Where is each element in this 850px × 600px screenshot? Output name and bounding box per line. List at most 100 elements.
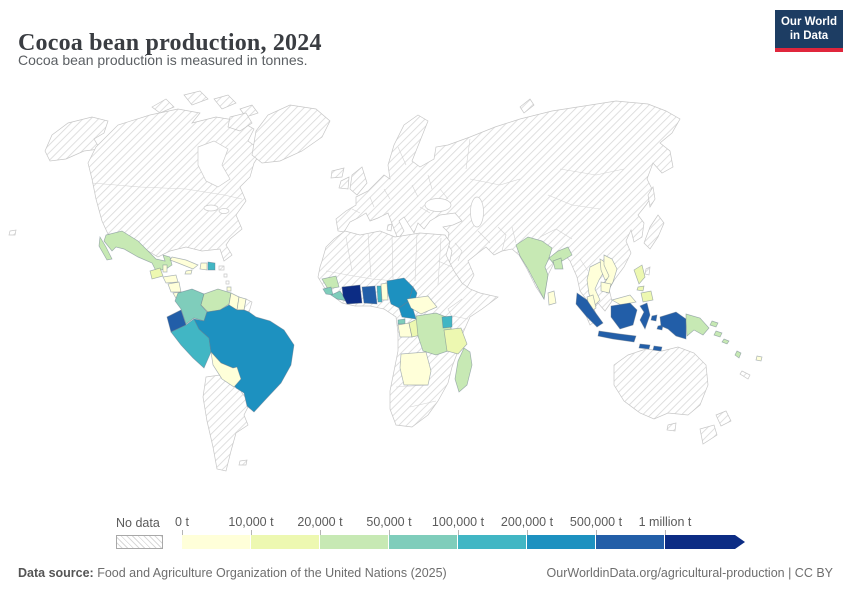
country-philippines-visayas[interactable] — [636, 285, 645, 292]
black-sea — [424, 198, 452, 212]
great-lakes — [203, 204, 219, 212]
region-arctic-island[interactable] — [213, 94, 237, 110]
region-arctic-island[interactable] — [183, 90, 209, 106]
country-mexico-baja[interactable] — [98, 235, 113, 261]
region-taiwan[interactable] — [644, 266, 651, 276]
region-arctic-island[interactable] — [151, 98, 175, 114]
country-angola[interactable] — [399, 351, 432, 386]
country-bangladesh[interactable] — [552, 257, 564, 270]
country-indonesia-kalimantan[interactable] — [610, 302, 638, 330]
country-borders — [91, 138, 625, 408]
country-madagascar[interactable] — [454, 347, 473, 393]
country-indonesia-lesser-sunda[interactable] — [638, 343, 651, 350]
license-link[interactable]: OurWorldinData.org/agricultural-producti… — [546, 566, 833, 580]
country-bolivia[interactable] — [210, 350, 242, 388]
country-dominican-republic[interactable] — [207, 261, 216, 271]
owid-logo[interactable]: Our World in Data — [775, 10, 843, 52]
country-guinea[interactable] — [321, 275, 340, 290]
country-indonesia-moluccas[interactable] — [650, 314, 658, 322]
region-baffin-island[interactable] — [227, 112, 253, 132]
region-ireland[interactable] — [338, 176, 350, 190]
legend-bin-7[interactable] — [665, 535, 745, 549]
legend-bin-5[interactable] — [527, 535, 596, 549]
page-subtitle: Cocoa bean production is measured in ton… — [18, 52, 308, 68]
region-new-zealand-north[interactable] — [715, 410, 732, 427]
country-suriname[interactable] — [236, 296, 247, 311]
region-alaska[interactable] — [44, 116, 109, 162]
region-lesser-antilles[interactable] — [225, 280, 230, 285]
country-india[interactable] — [515, 236, 553, 301]
legend-bin-4[interactable] — [458, 535, 527, 549]
country-sierra-leone[interactable] — [322, 286, 334, 296]
owid-logo-line1: Our World — [780, 16, 837, 28]
legend-bin-3[interactable] — [389, 535, 458, 549]
legend-no-data-label: No data — [116, 516, 160, 530]
data-source-label: Data source: — [18, 566, 94, 580]
country-togo[interactable] — [376, 285, 383, 303]
country-png-islands[interactable] — [709, 320, 719, 328]
legend-no-data-swatch[interactable] — [116, 535, 163, 549]
country-papua-new-guinea[interactable] — [685, 313, 710, 337]
region-new-caledonia[interactable] — [739, 370, 751, 380]
country-jamaica[interactable] — [184, 269, 193, 275]
country-cote-divoire[interactable] — [341, 284, 363, 305]
region-lesser-antilles[interactable] — [223, 273, 228, 278]
legend-tick-label: 100,000 t — [431, 515, 485, 529]
region-falkland-islands[interactable] — [238, 459, 248, 466]
country-benin[interactable] — [380, 282, 389, 301]
country-vanuatu[interactable] — [734, 350, 742, 359]
country-indonesia-sulawesi[interactable] — [639, 302, 651, 330]
world-map — [0, 84, 850, 512]
country-ghana[interactable] — [361, 285, 378, 305]
country-central-african-republic[interactable] — [406, 295, 438, 315]
country-haiti[interactable] — [199, 262, 208, 271]
legend-tick-label: 1 million t — [638, 515, 692, 529]
region-australia[interactable] — [613, 346, 709, 420]
country-guatemala[interactable] — [149, 267, 164, 280]
country-philippines-mindanao[interactable] — [640, 290, 654, 303]
legend-tick-label: 20,000 t — [297, 515, 343, 529]
country-cambodia[interactable] — [600, 281, 612, 294]
country-india-northeast[interactable] — [548, 246, 573, 264]
country-venezuela[interactable] — [200, 288, 232, 313]
country-brazil[interactable] — [193, 304, 295, 413]
legend-bin-2[interactable] — [320, 535, 389, 549]
country-indonesia-sumatra[interactable] — [575, 292, 604, 328]
region-uk[interactable] — [349, 166, 368, 196]
country-tanzania[interactable] — [443, 327, 468, 355]
region-sardinia[interactable] — [386, 223, 393, 232]
region-sakhalin[interactable] — [647, 186, 656, 208]
country-indonesia-java[interactable] — [597, 330, 637, 343]
caspian-sea — [470, 196, 484, 228]
country-malaysia-borneo[interactable] — [611, 294, 637, 306]
country-mexico[interactable] — [103, 230, 173, 272]
country-sri-lanka[interactable] — [547, 290, 557, 306]
country-belize[interactable] — [162, 264, 168, 273]
region-new-zealand-south[interactable] — [699, 424, 718, 445]
region-puerto-rico[interactable] — [218, 265, 225, 271]
legend-bin-1[interactable] — [251, 535, 320, 549]
region-greenland[interactable] — [251, 104, 331, 164]
region-hawaii[interactable] — [8, 229, 17, 236]
region-novaya-zemlya[interactable] — [519, 98, 535, 114]
country-fiji[interactable] — [755, 355, 763, 362]
country-philippines-luzon[interactable] — [633, 264, 646, 285]
country-equatorial-guinea[interactable] — [397, 318, 406, 325]
country-trinidad[interactable] — [226, 286, 232, 292]
country-honduras[interactable] — [162, 274, 179, 284]
region-japan[interactable] — [643, 214, 665, 250]
legend-bin-0[interactable] — [182, 535, 251, 549]
country-nicaragua[interactable] — [167, 281, 182, 293]
hudson-bay — [197, 140, 231, 188]
country-indonesia-papua[interactable] — [659, 311, 687, 340]
country-indonesia-lesser-sunda[interactable] — [652, 345, 663, 352]
country-solomon-islands[interactable] — [713, 330, 723, 338]
region-tasmania[interactable] — [666, 422, 677, 432]
country-uganda[interactable] — [441, 315, 453, 329]
country-cuba[interactable] — [169, 256, 199, 270]
data-source-text: Food and Agriculture Organization of the… — [93, 566, 447, 580]
legend-bin-6[interactable] — [596, 535, 665, 549]
legend-tick-label: 200,000 t — [500, 515, 554, 529]
region-iceland[interactable] — [330, 167, 345, 179]
country-solomon-islands[interactable] — [721, 338, 730, 345]
